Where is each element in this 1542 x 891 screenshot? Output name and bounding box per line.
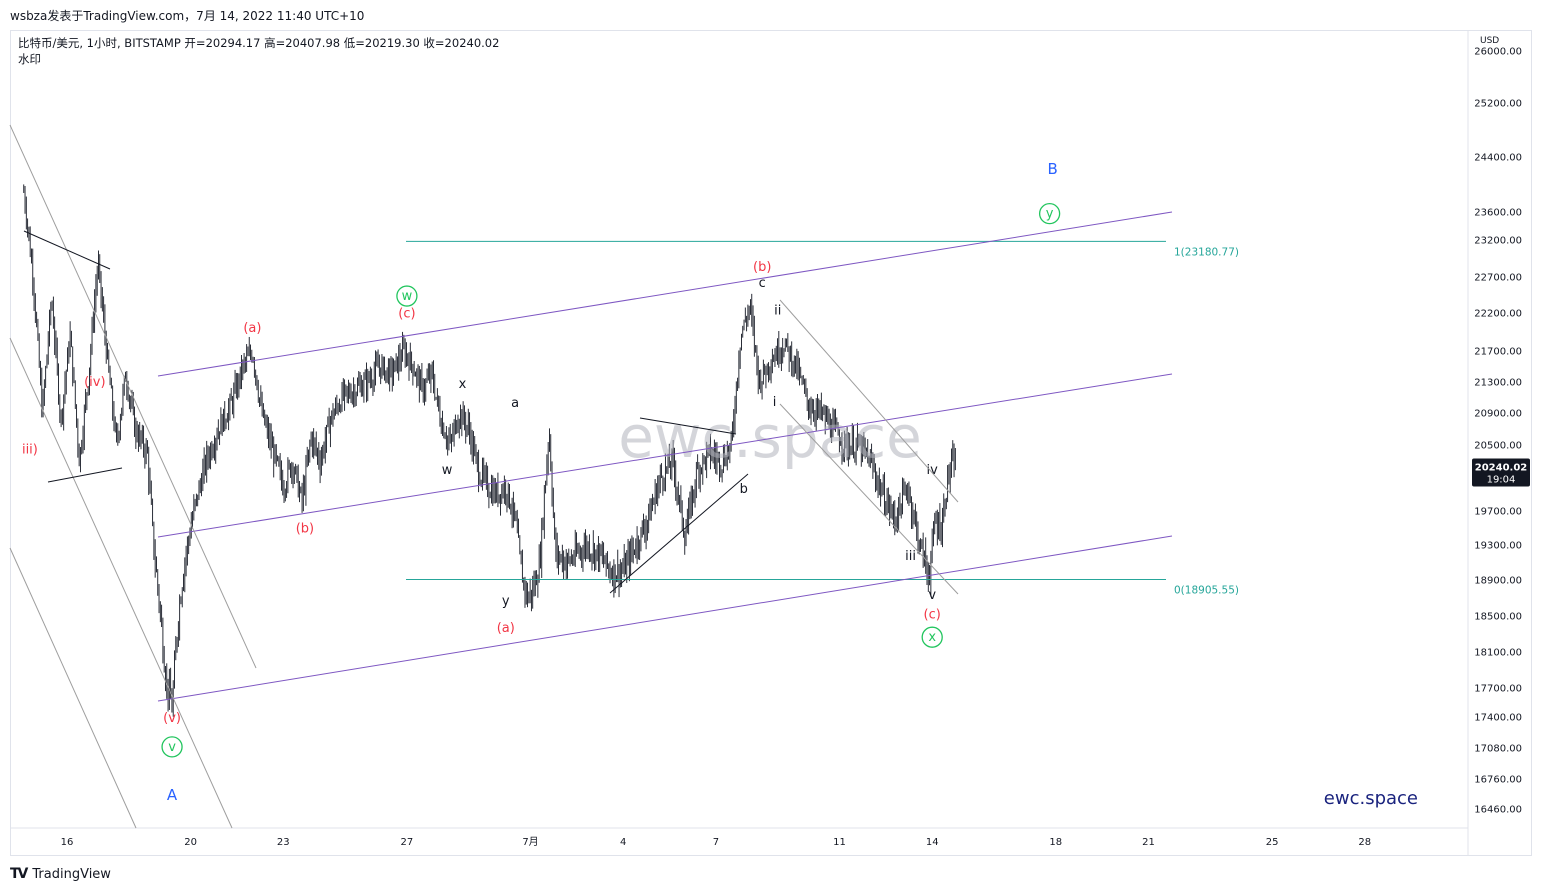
watermark-text: ewc.space: [618, 403, 922, 471]
price-axis-tick: 16460.00: [1474, 805, 1522, 816]
footer-bar: TV TradingView: [0, 858, 1542, 891]
time-axis-tick: 7: [713, 837, 719, 848]
price-axis-tick: 25200.00: [1474, 99, 1522, 110]
price-axis-tick: 20500.00: [1474, 441, 1522, 452]
time-axis-tick: 20: [184, 837, 197, 848]
fib-label: 0(18905.55): [1174, 585, 1239, 597]
brand-label: ewc.space: [1324, 788, 1418, 809]
price-axis-tick: 23600.00: [1474, 208, 1522, 219]
triangle-line: [639, 417, 737, 435]
wave-label: y: [502, 594, 510, 609]
wave-label: (a): [497, 621, 515, 636]
price-axis-tick: 22700.00: [1474, 273, 1522, 284]
price-axis-tick: 21700.00: [1474, 347, 1522, 358]
wave-label: (b): [296, 521, 314, 536]
wave-label: i: [773, 395, 777, 410]
time-axis-tick: 4: [620, 837, 626, 848]
price-axis-tick: 20900.00: [1474, 409, 1522, 420]
time-axis-tick: 28: [1358, 837, 1371, 848]
wave-label: v: [928, 588, 936, 603]
price-axis-tick: 24400.00: [1474, 153, 1522, 164]
price-axis-tick: 17400.00: [1474, 713, 1522, 724]
wave-label: a: [511, 396, 519, 411]
price-axis-tick: 21300.00: [1474, 378, 1522, 389]
channel-line: [157, 373, 1173, 538]
channel-line: [157, 535, 1173, 702]
price-axis-tick: 19700.00: [1474, 507, 1522, 518]
wave-label: x: [459, 377, 467, 392]
wave-label: iv: [927, 463, 939, 478]
symbol-legend[interactable]: 比特币/美元, 1小时, BITSTAMP 开=20294.17 高=20407…: [18, 36, 500, 50]
publisher-text: wsbza发表于TradingView.com，7月 14, 2022 11:4…: [10, 9, 365, 23]
price-axis-tick: 17700.00: [1474, 684, 1522, 695]
fib-label: 1(23180.77): [1174, 246, 1239, 258]
watermark-legend[interactable]: 水印: [18, 52, 41, 66]
wave-label: (c): [924, 608, 941, 623]
last-price-value: 20240.02: [1475, 462, 1528, 473]
wave-label-circle: [1038, 202, 1061, 225]
price-axis-unit: USD: [1480, 36, 1499, 46]
wave-label: (v): [163, 711, 181, 726]
time-axis-tick: 16: [61, 837, 74, 848]
price-axis-tick: 18100.00: [1474, 648, 1522, 659]
time-axis-labels: 16 20 23 27 7月 4 7 11 14 18 21 25 28: [61, 836, 1372, 848]
price-axis-tick: 17080.00: [1474, 744, 1522, 755]
wave-label: y: [1046, 207, 1054, 222]
wave-label: (c): [398, 307, 415, 322]
wave-label: ii: [774, 304, 781, 319]
tradingview-logo-text: TradingView: [32, 866, 111, 882]
time-axis-tick: 14: [926, 837, 939, 848]
time-axis-tick: 23: [277, 837, 290, 848]
wave-label: iii): [22, 442, 38, 457]
wave-label-circle: [921, 626, 943, 648]
trend-line: [9, 337, 233, 829]
price-axis-tick: 16760.00: [1474, 775, 1522, 786]
trend-line: [9, 124, 257, 669]
tradingview-logo-icon: TV: [10, 866, 28, 882]
triangle-line: [47, 467, 123, 483]
tradingview-logo[interactable]: TV TradingView: [10, 866, 111, 882]
wave-label: x: [928, 630, 936, 645]
last-price-tag: [1472, 458, 1530, 487]
triangle-line: [23, 230, 111, 270]
publisher-bar: wsbza发表于TradingView.com，7月 14, 2022 11:4…: [0, 0, 1542, 30]
wave-label: v: [168, 740, 176, 755]
time-axis-tick: 11: [833, 837, 846, 848]
time-axis-tick: 27: [401, 837, 414, 848]
price-axis-tick: 22200.00: [1474, 309, 1522, 320]
wave-label-circle: [161, 736, 183, 758]
trend-line: [779, 403, 959, 595]
wave-label: b: [740, 482, 748, 497]
price-axis-labels: USD 16460.00 16760.00 17080.00 17400.00 17700…: [1474, 36, 1522, 816]
chart-frame[interactable]: [10, 30, 1532, 856]
triangle-line: [609, 473, 749, 594]
wave-label: (b): [753, 260, 771, 275]
wave-label-circle: [396, 285, 418, 307]
fib-levels: 1(23180.77) 0(18905.55): [406, 240, 1239, 597]
wave-label: B: [1048, 160, 1058, 178]
time-axis-tick: 7月: [522, 836, 538, 848]
trend-line: [779, 299, 959, 503]
price-axis-tick: 23200.00: [1474, 236, 1522, 247]
time-axis-tick: 18: [1049, 837, 1062, 848]
wave-label: (iv): [84, 375, 105, 390]
price-axis-tick: 19300.00: [1474, 541, 1522, 552]
wave-label: (a): [243, 321, 261, 336]
channel-line: [157, 211, 1173, 377]
wave-label: A: [167, 786, 178, 804]
price-axis-tick: 18900.00: [1474, 576, 1522, 587]
time-axis-tick: 25: [1266, 837, 1279, 848]
wave-label: w: [442, 463, 453, 478]
price-axis-tick: 26000.00: [1474, 47, 1522, 58]
last-price-countdown: 19:04: [1487, 474, 1516, 485]
wave-labels: iii)(iv)(v)vA(a)(b)(c)wwxa(a)ybc(b)iiiii…: [22, 160, 1061, 804]
wave-label: c: [759, 276, 766, 291]
price-axis-tick: 18500.00: [1474, 612, 1522, 623]
wave-label: iii: [905, 549, 916, 564]
wave-label: w: [402, 289, 413, 304]
time-axis-tick: 21: [1142, 837, 1155, 848]
candlestick-series: [23, 184, 956, 717]
trend-line: [9, 547, 137, 829]
